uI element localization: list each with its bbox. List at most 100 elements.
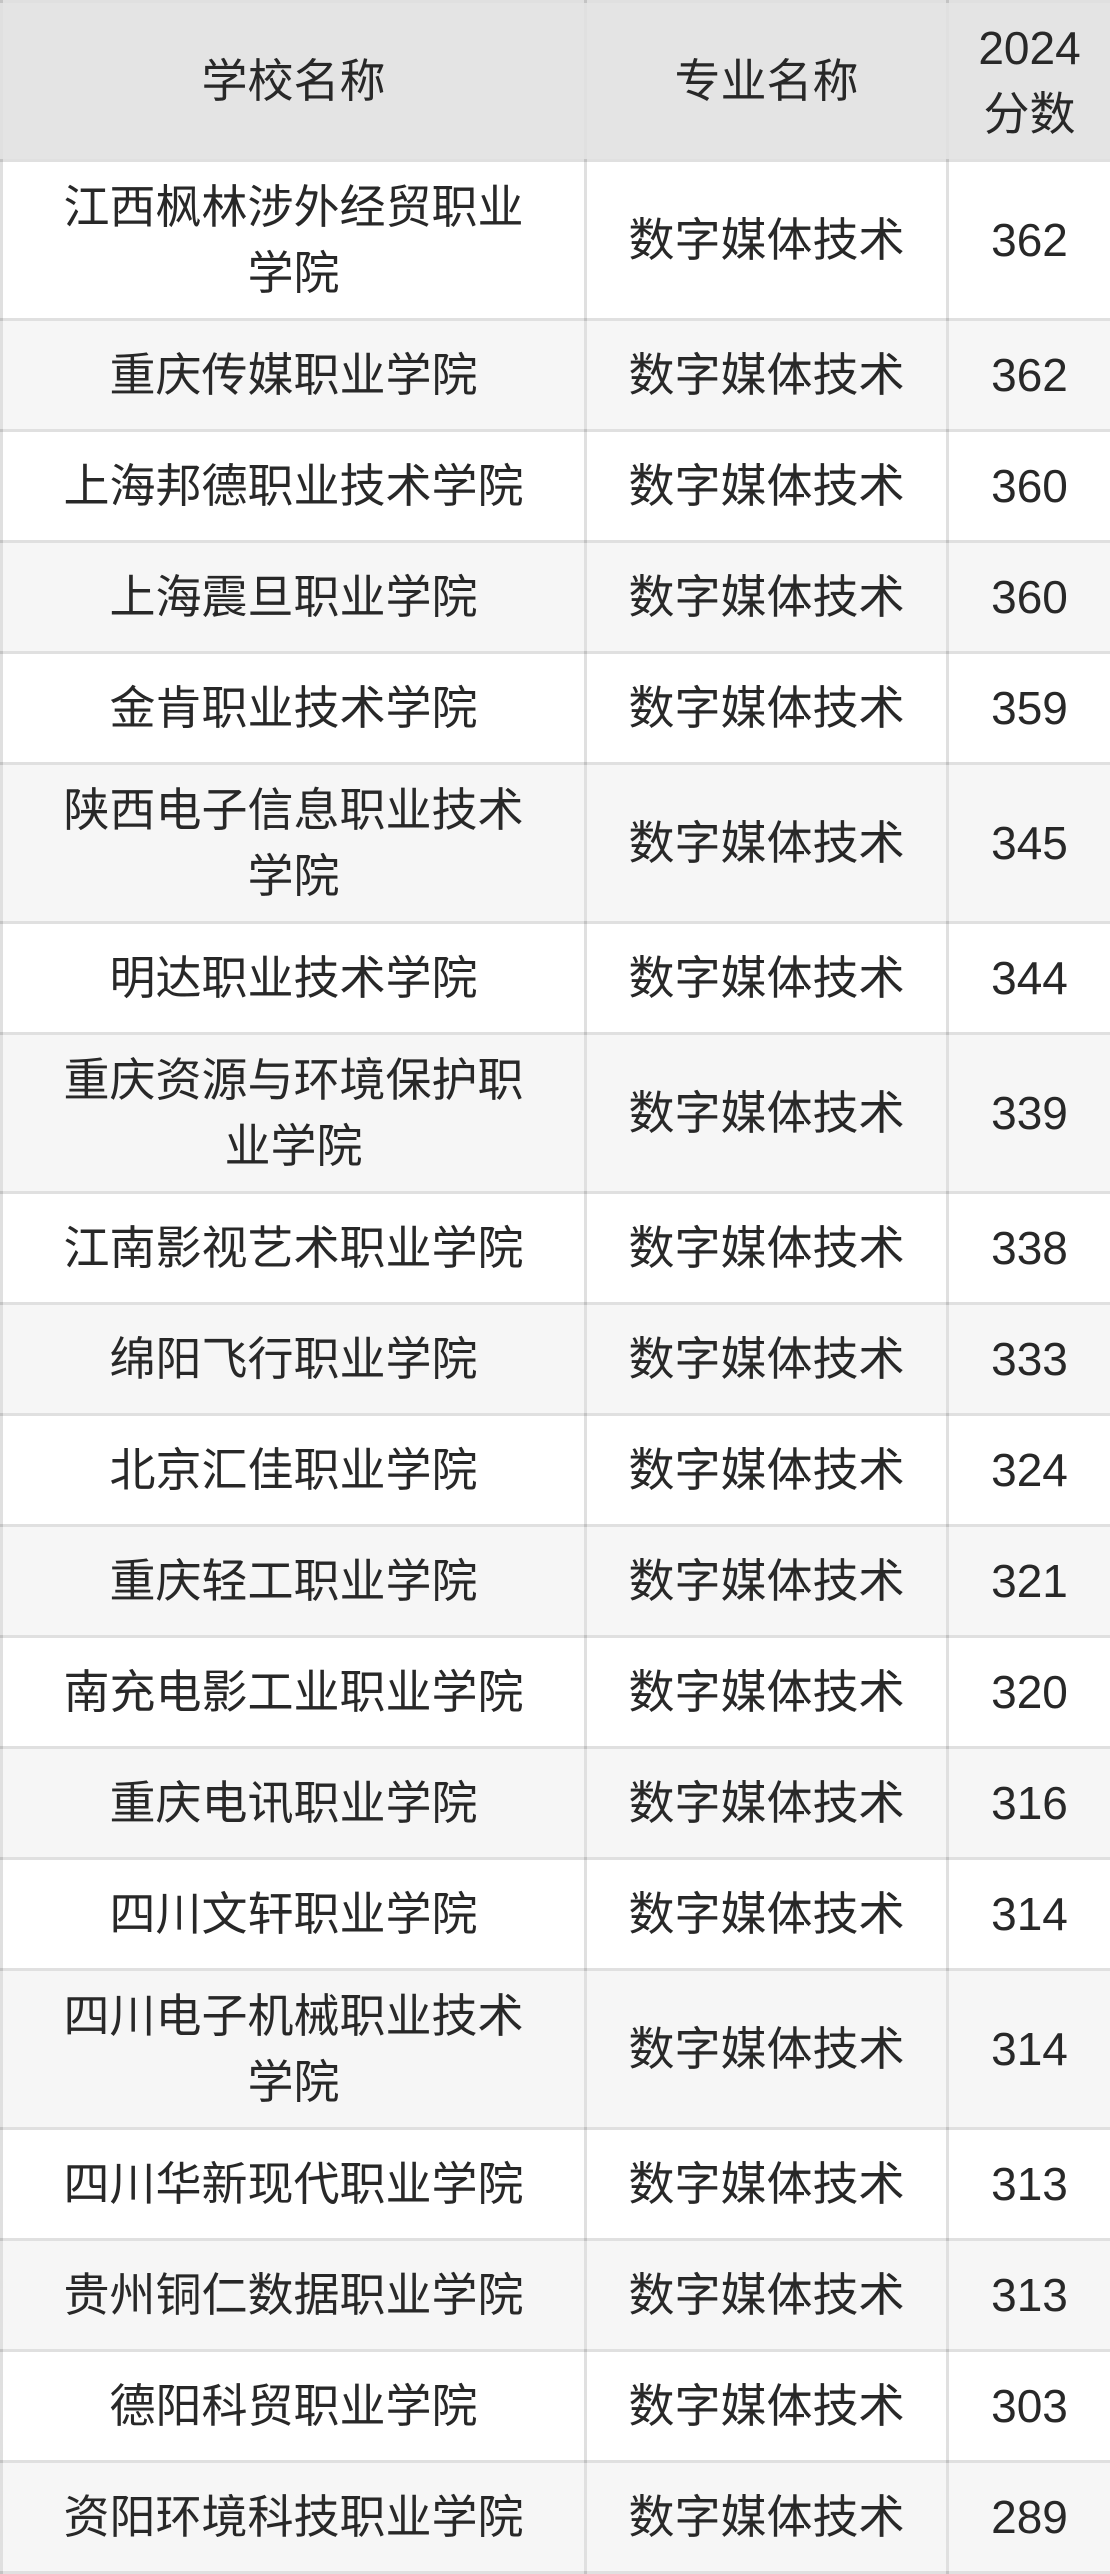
- table-row: 重庆传媒职业学院 数字媒体技术 362: [0, 318, 1110, 432]
- school-cell: 重庆资源与环境保护职业学院: [0, 1032, 587, 1194]
- school-cell: 北京汇佳职业学院: [0, 1413, 587, 1527]
- table-row: 四川电子机械职业技术学院 数字媒体技术 314: [0, 1968, 1110, 2130]
- score-cell: 313: [946, 2238, 1110, 2352]
- table-row: 贵州铜仁数据职业学院 数字媒体技术 313: [0, 2238, 1110, 2352]
- major-name: 数字媒体技术: [628, 1222, 905, 1274]
- score-value: 362: [991, 349, 1068, 401]
- school-cell: 南充电影工业职业学院: [0, 1635, 587, 1749]
- major-cell: 数字媒体技术: [584, 1857, 949, 1971]
- school-cell: 德阳科贸职业学院: [0, 2349, 587, 2463]
- school-cell: 四川华新现代职业学院: [0, 2127, 587, 2241]
- major-name: 数字媒体技术: [628, 1555, 905, 1607]
- school-cell: 重庆轻工职业学院: [0, 1524, 587, 1638]
- score-cell: 362: [946, 318, 1110, 432]
- score-value: 313: [991, 2269, 1068, 2321]
- school-cell: 重庆电讯职业学院: [0, 1746, 587, 1860]
- score-value: 316: [991, 1777, 1068, 1829]
- school-name: 上海邦德职业技术学院: [63, 460, 524, 512]
- major-name: 数字媒体技术: [628, 952, 905, 1004]
- major-cell: 数字媒体技术: [584, 2238, 949, 2352]
- score-value: 333: [991, 1333, 1068, 1385]
- score-cell: 303: [946, 2349, 1110, 2463]
- school-name: 重庆资源与环境保护职业学院: [63, 1054, 524, 1172]
- major-name: 数字媒体技术: [628, 2158, 905, 2210]
- score-cell: 316: [946, 1746, 1110, 1860]
- score-cell: 314: [946, 1968, 1110, 2130]
- school-cell: 江西枫林涉外经贸职业学院: [0, 159, 587, 321]
- score-value: 313: [991, 2158, 1068, 2210]
- score-cell: 362: [946, 159, 1110, 321]
- score-cell: 289: [946, 2460, 1110, 2574]
- major-name: 数字媒体技术: [628, 214, 905, 266]
- score-value: 345: [991, 817, 1068, 869]
- table-row: 明达职业技术学院 数字媒体技术 344: [0, 921, 1110, 1035]
- table-row: 重庆轻工职业学院 数字媒体技术 321: [0, 1524, 1110, 1638]
- table-row: 四川文轩职业学院 数字媒体技术 314: [0, 1857, 1110, 1971]
- score-cell: 359: [946, 651, 1110, 765]
- score-cell: 344: [946, 921, 1110, 1035]
- score-value: 344: [991, 952, 1068, 1004]
- school-cell: 金肯职业技术学院: [0, 651, 587, 765]
- school-name: 资阳环境科技职业学院: [63, 2491, 524, 2543]
- school-cell: 上海震旦职业学院: [0, 540, 587, 654]
- score-value: 362: [991, 214, 1068, 266]
- school-name: 重庆传媒职业学院: [109, 349, 478, 401]
- major-name: 数字媒体技术: [628, 1333, 905, 1385]
- school-cell: 陕西电子信息职业技术学院: [0, 762, 587, 924]
- major-name: 数字媒体技术: [628, 1087, 905, 1139]
- school-name: 金肯职业技术学院: [109, 682, 478, 734]
- score-value: 360: [991, 571, 1068, 623]
- header-major-name-label: 专业名称: [674, 55, 859, 107]
- score-cell: 360: [946, 540, 1110, 654]
- major-cell: 数字媒体技术: [584, 2127, 949, 2241]
- school-name: 德阳科贸职业学院: [109, 2380, 478, 2432]
- table-row: 四川华新现代职业学院 数字媒体技术 313: [0, 2127, 1110, 2241]
- school-cell: 四川文轩职业学院: [0, 1857, 587, 1971]
- score-value: 339: [991, 1087, 1068, 1139]
- major-cell: 数字媒体技术: [584, 921, 949, 1035]
- score-value: 360: [991, 460, 1068, 512]
- table-row: 绵阳飞行职业学院 数字媒体技术 333: [0, 1302, 1110, 1416]
- major-name: 数字媒体技术: [628, 2380, 905, 2432]
- score-cell: 333: [946, 1302, 1110, 1416]
- major-cell: 数字媒体技术: [584, 2349, 949, 2463]
- major-name: 数字媒体技术: [628, 682, 905, 734]
- major-name: 数字媒体技术: [628, 1777, 905, 1829]
- score-cell: 313: [946, 2127, 1110, 2241]
- header-school-name-label: 学校名称: [201, 55, 386, 107]
- score-value: 314: [991, 2023, 1068, 2075]
- school-name: 明达职业技术学院: [109, 952, 478, 1004]
- table-row: 重庆电讯职业学院 数字媒体技术 316: [0, 1746, 1110, 1860]
- school-name: 上海震旦职业学院: [109, 571, 478, 623]
- score-value: 321: [991, 1555, 1068, 1607]
- school-cell: 上海邦德职业技术学院: [0, 429, 587, 543]
- score-value: 320: [991, 1666, 1068, 1718]
- score-cell: 314: [946, 1857, 1110, 1971]
- major-name: 数字媒体技术: [628, 2023, 905, 2075]
- major-cell: 数字媒体技术: [584, 429, 949, 543]
- score-cell: 360: [946, 429, 1110, 543]
- major-cell: 数字媒体技术: [584, 651, 949, 765]
- school-cell: 重庆传媒职业学院: [0, 318, 587, 432]
- school-name: 重庆轻工职业学院: [109, 1555, 478, 1607]
- score-cell: 338: [946, 1191, 1110, 1305]
- score-cell: 320: [946, 1635, 1110, 1749]
- school-name: 绵阳飞行职业学院: [109, 1333, 478, 1385]
- major-cell: 数字媒体技术: [584, 2460, 949, 2574]
- major-cell: 数字媒体技术: [584, 1032, 949, 1194]
- score-cell: 321: [946, 1524, 1110, 1638]
- score-value: 314: [991, 1888, 1068, 1940]
- school-cell: 四川电子机械职业技术学院: [0, 1968, 587, 2130]
- major-name: 数字媒体技术: [628, 1888, 905, 1940]
- major-name: 数字媒体技术: [628, 349, 905, 401]
- score-value: 324: [991, 1444, 1068, 1496]
- major-name: 数字媒体技术: [628, 460, 905, 512]
- score-value: 289: [991, 2491, 1068, 2543]
- header-major-name: 专业名称: [584, 0, 949, 162]
- school-cell: 资阳环境科技职业学院: [0, 2460, 587, 2574]
- header-score: 2024分数: [946, 0, 1110, 162]
- major-cell: 数字媒体技术: [584, 1413, 949, 1527]
- table-row: 金肯职业技术学院 数字媒体技术 359: [0, 651, 1110, 765]
- school-name: 贵州铜仁数据职业学院: [63, 2269, 524, 2321]
